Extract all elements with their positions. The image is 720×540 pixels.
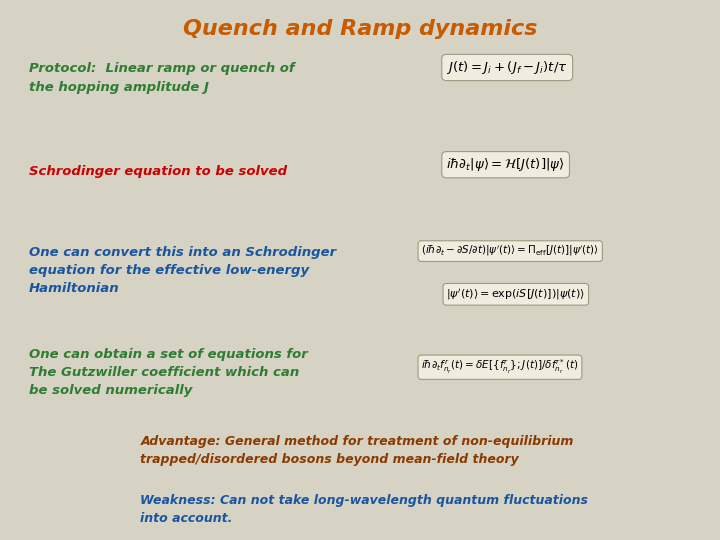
Text: Weakness: Can not take long-wavelength quantum fluctuations
into account.: Weakness: Can not take long-wavelength q…	[140, 494, 588, 525]
Text: $i\hbar\partial_t f^r_{n_r}(t) = \delta E[\{f^r_{n_r}\}; J(t)] / \delta f^{r*}_{: $i\hbar\partial_t f^r_{n_r}(t) = \delta …	[421, 358, 579, 376]
Text: Schrodinger equation to be solved: Schrodinger equation to be solved	[29, 165, 287, 178]
Text: $J(t) = J_i + (J_f - J_i)t/\tau$: $J(t) = J_i + (J_f - J_i)t/\tau$	[446, 59, 568, 76]
Text: One can obtain a set of equations for
The Gutzwiller coefficient which can
be so: One can obtain a set of equations for Th…	[29, 348, 307, 397]
Text: Quench and Ramp dynamics: Quench and Ramp dynamics	[183, 19, 537, 39]
Text: One can convert this into an Schrodinger
equation for the effective low-energy
H: One can convert this into an Schrodinger…	[29, 246, 336, 295]
Text: $|\psi'(t)\rangle = \exp(iS[J(t)])|\psi(t)\rangle$: $|\psi'(t)\rangle = \exp(iS[J(t)])|\psi(…	[446, 287, 585, 302]
Text: $(i\hbar\partial_t - \partial S/\partial t)|\psi'(t)\rangle = \Pi_{\mathrm{eff}}: $(i\hbar\partial_t - \partial S/\partial…	[421, 244, 599, 258]
Text: Protocol:  Linear ramp or quench of
the hopping amplitude J: Protocol: Linear ramp or quench of the h…	[29, 62, 294, 94]
Text: $i\hbar\partial_t|\psi\rangle = \mathcal{H}[J(t)]|\psi\rangle$: $i\hbar\partial_t|\psi\rangle = \mathcal…	[446, 156, 565, 173]
Text: Advantage: General method for treatment of non-equilibrium
trapped/disordered bo: Advantage: General method for treatment …	[140, 435, 574, 465]
